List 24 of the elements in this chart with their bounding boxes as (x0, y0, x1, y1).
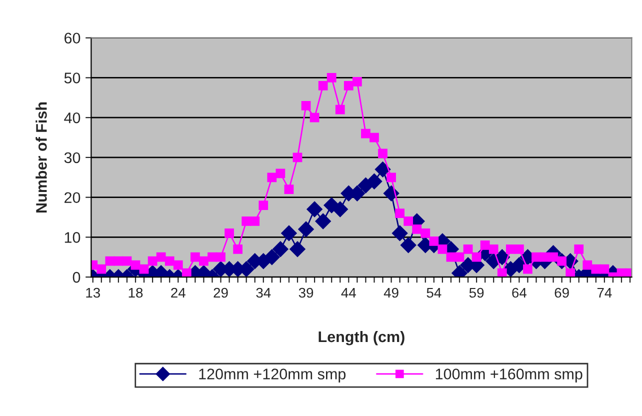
y-tick-label: 60 (64, 32, 80, 44)
x-tick-label: 64 (512, 288, 526, 298)
x-tick-label: 74 (597, 288, 612, 298)
y-tick-label: 20 (64, 192, 80, 204)
x-tick-label: 34 (256, 288, 271, 298)
y-tick-label: 30 (64, 152, 80, 164)
x-tick-label: 54 (426, 288, 442, 298)
x-axis-title: Length (cm) (318, 330, 404, 346)
x-tick-label: 59 (469, 288, 484, 298)
x-tick-label: 18 (128, 288, 143, 298)
y-tick-label: 40 (64, 112, 80, 124)
x-tick-label: 44 (341, 288, 356, 298)
x-tick-label: 13 (86, 288, 100, 298)
x-tick-label: 49 (384, 288, 398, 298)
x-tick-label: 69 (554, 288, 569, 298)
y-tick-label: 10 (64, 232, 80, 243)
legend-label: 120mm +120mm smp (199, 368, 346, 382)
y-axis-title: Number of Fish (36, 102, 47, 212)
y-tick-label: 0 (72, 272, 80, 283)
x-tick-label: 29 (214, 288, 228, 298)
y-tick-label: 50 (64, 72, 80, 84)
legend-label: 100mm +160mm smp (436, 368, 582, 382)
x-tick-label: 24 (171, 288, 186, 298)
x-tick-label: 39 (298, 288, 314, 298)
